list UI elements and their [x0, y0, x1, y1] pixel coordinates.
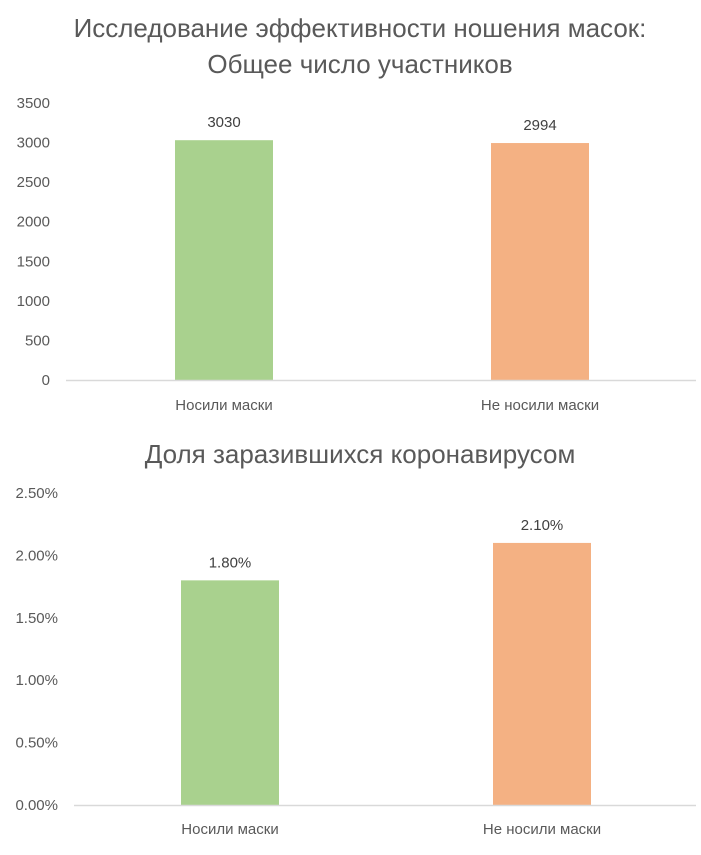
- participants-y-tick-label: 2500: [17, 174, 50, 191]
- participants-y-tick-label: 0: [42, 372, 50, 389]
- infection-rate-y-tick-label: 0.50%: [15, 735, 58, 752]
- participants-category-label: Не носили маски: [481, 397, 599, 414]
- infection-rate-bar: [493, 542, 591, 805]
- participants-y-tick-label: 2000: [17, 214, 50, 231]
- chart-title-participants-line-2: Общее число участников: [207, 49, 513, 79]
- chart-title-infection-rate-line-1: Доля заразившихся коронавирусом: [144, 439, 576, 469]
- participants-y-tick-label: 500: [25, 332, 50, 349]
- infection-rate-category-label: Носили маски: [181, 821, 278, 838]
- infection-rate-y-tick-label: 1.00%: [15, 672, 58, 689]
- infection-rate-y-tick-label: 1.50%: [15, 610, 58, 627]
- participants-category-label: Носили маски: [175, 397, 272, 414]
- infection-rate-category-label: Не носили маски: [483, 821, 601, 838]
- infection-rate-y-tick-label: 0.00%: [15, 797, 58, 814]
- infection-rate-bar: [181, 580, 279, 805]
- chart-title-infection-rate: Доля заразившихся коронавирусом: [0, 436, 701, 472]
- participants-y-tick-label: 3500: [17, 95, 50, 112]
- infection-rate-y-tick-label: 2.00%: [15, 547, 58, 564]
- participants-y-tick-label: 3000: [17, 135, 50, 152]
- chart-title-participants-line-1: Исследование эффективности ношения масок…: [73, 13, 647, 43]
- participants-bar: [491, 143, 589, 380]
- participants-bar: [175, 140, 273, 380]
- infection-rate-data-label: 1.80%: [209, 554, 252, 571]
- participants-data-label: 3030: [207, 114, 240, 131]
- participants-y-tick-label: 1500: [17, 253, 50, 270]
- chart-title-participants: Исследование эффективности ношения масок…: [0, 10, 701, 82]
- infection-rate-y-tick-label: 2.50%: [15, 485, 58, 502]
- infection-rate-data-label: 2.10%: [521, 517, 564, 534]
- participants-y-tick-label: 1000: [17, 293, 50, 310]
- participants-data-label: 2994: [523, 117, 556, 134]
